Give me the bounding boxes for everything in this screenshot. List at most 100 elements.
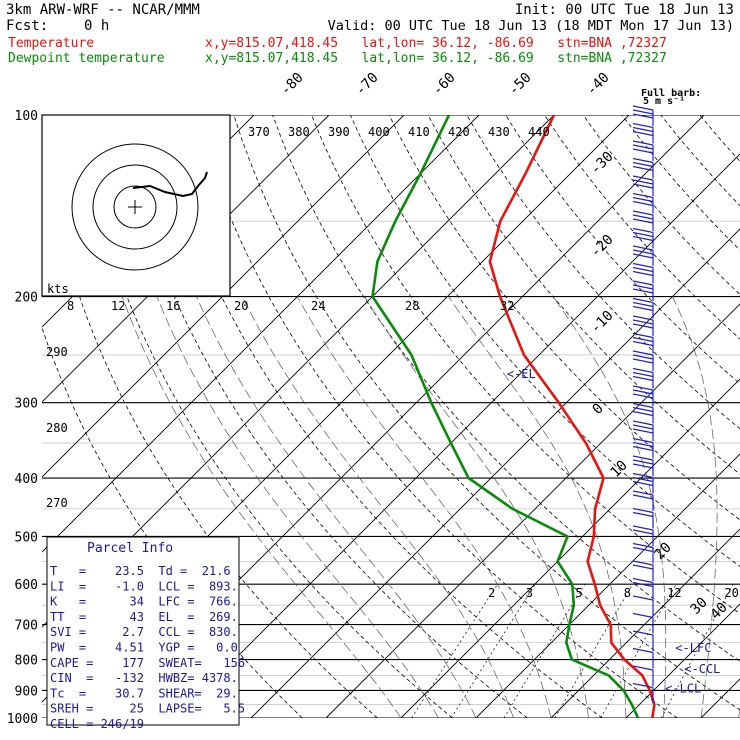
theta-label: 420 — [448, 125, 470, 139]
temperature-trace — [488, 115, 656, 718]
dry-adiabat — [621, 115, 740, 251]
isotherm-line — [42, 115, 405, 478]
hodograph-ring — [92, 164, 178, 250]
level-annotation: <-LFC — [675, 641, 711, 655]
theta-label: 390 — [328, 125, 350, 139]
hodograph-scale-label: kts — [47, 282, 69, 296]
mixing-ratio-label: 2 — [488, 586, 495, 600]
theta-label: 430 — [488, 125, 510, 139]
parcel-info-box — [46, 536, 240, 726]
dry-adiabat — [388, 115, 740, 521]
parcel-info-row: LI = -1.0 LCL = 893. — [50, 579, 238, 593]
dry-adiabat — [699, 115, 740, 162]
pressure-tick-label: 1000 — [7, 712, 38, 727]
moist-adiabat — [672, 296, 718, 718]
isotherm-line — [250, 228, 740, 718]
hodograph-scale-label: 20 — [234, 299, 248, 313]
isotherm-label: -20 — [588, 232, 617, 261]
mixing-ratio-label: 20 — [724, 586, 738, 600]
parcel-info-row: Tc = 30.7 SHEAR= 29. — [50, 686, 238, 700]
pressure-tick-label: 700 — [15, 619, 38, 634]
mixing-ratio-line — [661, 584, 734, 718]
moist-adiabat — [241, 296, 514, 718]
pressure-tick-label: 300 — [15, 397, 38, 412]
dry-adiabat — [78, 115, 453, 718]
parcel-info-row: SREH = 25 LAPSE= 5.5 — [50, 702, 245, 716]
pressure-tick-label: 200 — [15, 291, 38, 306]
dry-adiabat — [311, 115, 740, 615]
isotherm-line — [325, 303, 740, 718]
isotherm-label: 40 — [708, 600, 731, 623]
parcel-info-row: CAPE = 177 SWEAT= 156 — [50, 656, 245, 670]
isotherm-line — [700, 678, 740, 718]
barb-legend-title: Full barb: — [641, 88, 701, 99]
init-time: Init: 00 UTC Tue 18 Jun 13 — [514, 2, 734, 18]
theta-label: 400 — [368, 125, 390, 139]
pressure-tick-label: 500 — [15, 530, 38, 545]
isotherm-label: -60 — [430, 70, 459, 99]
theta-label: 380 — [288, 125, 310, 139]
pressure-tick-label: 900 — [15, 684, 38, 699]
isotherm-label: 30 — [688, 595, 711, 618]
dry-adiabat — [116, 115, 528, 718]
level-annotation: <-EL — [507, 367, 536, 381]
parcel-info-title: Parcel Info — [87, 541, 173, 556]
theta-label: 410 — [408, 125, 430, 139]
isotherm-label: -10 — [588, 308, 617, 337]
hodograph-ring — [113, 185, 157, 229]
pressure-tick-label: 100 — [15, 109, 38, 124]
parcel-info-row: K = 34 LFC = 766. — [50, 595, 238, 609]
dry-adiabat — [505, 115, 740, 385]
moist-adiabat — [364, 296, 589, 718]
temperature-location: x,y=815.07,418.45 lat,lon= 36.12, -86.69… — [205, 36, 667, 51]
theta-label: 270 — [46, 496, 68, 510]
isotherm-line — [42, 115, 480, 553]
isotherm-line — [550, 528, 740, 718]
temperature-legend: Temperature — [8, 36, 95, 51]
mixing-ratio-line — [503, 584, 586, 718]
theta-label: 370 — [248, 125, 270, 139]
moist-adiabat — [121, 296, 402, 718]
mixing-ratio-line — [411, 584, 498, 718]
dry-adiabat — [349, 115, 740, 567]
isotherm-label: -40 — [584, 70, 613, 99]
hodograph-scale-label: 24 — [311, 299, 325, 313]
isotherm-label: -70 — [353, 70, 382, 99]
hodograph-scale-label: 16 — [166, 299, 180, 313]
wind-barbs — [632, 105, 654, 704]
hodograph-ring — [71, 143, 199, 271]
moist-adiabat — [156, 296, 439, 718]
hodograph-trace — [132, 171, 208, 198]
hodograph-scale-label: 8 — [67, 299, 74, 313]
mixing-ratio-line — [451, 584, 536, 718]
moist-adiabat — [448, 296, 627, 718]
level-annotation: <-LCL — [665, 681, 701, 695]
dewpoint-legend: Dewpoint temperature — [8, 51, 165, 66]
model-title: 3km ARW-WRF -- NCAR/MMM — [6, 2, 200, 18]
valid-time: Valid: 00 UTC Tue 18 Jun 13 (18 MDT Mon … — [327, 18, 734, 34]
dry-adiabat — [155, 115, 603, 718]
dry-adiabat — [42, 326, 303, 718]
hodograph-scale-label: 12 — [111, 299, 125, 313]
hodograph-scale-label: 28 — [405, 299, 419, 313]
moist-adiabat — [296, 296, 552, 718]
dry-adiabat — [660, 115, 740, 207]
pressure-tick-label: 800 — [15, 654, 38, 669]
mixing-ratio-label: 3 — [526, 586, 533, 600]
dry-adiabat — [272, 115, 740, 662]
isotherm-label: -80 — [278, 70, 307, 99]
mixing-ratio-label: 12 — [667, 586, 681, 600]
mixing-ratio-label: 5 — [576, 586, 583, 600]
level-annotation: <-CCL — [684, 662, 720, 676]
isotherm-label: -30 — [588, 149, 617, 178]
theta-label: 440 — [528, 125, 550, 139]
dry-adiabat — [233, 115, 740, 711]
hodograph-scale-label: 32 — [500, 299, 514, 313]
pressure-tick-label: 400 — [15, 472, 38, 487]
barb-legend-units: 5 m s⁻¹ — [643, 96, 685, 107]
theta-label: 290 — [46, 345, 68, 359]
parcel-info-row: PW = 4.51 YGP = 0.0 — [50, 641, 238, 655]
isotherm-label: 20 — [652, 540, 675, 563]
hodograph-inset — [41, 114, 231, 297]
